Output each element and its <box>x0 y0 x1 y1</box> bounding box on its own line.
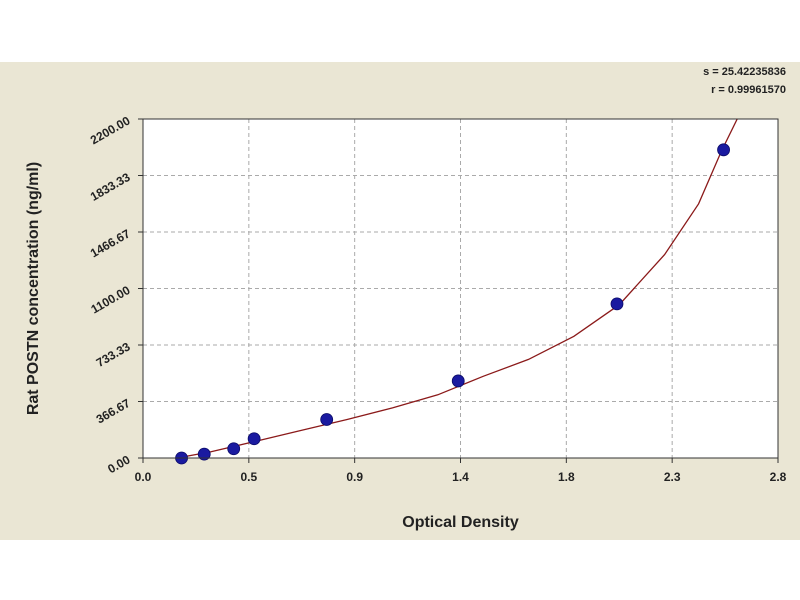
y-axis-label: Rat POSTN concentration (ng/ml) <box>25 162 42 415</box>
y-tick-label: 366.67 <box>94 396 133 427</box>
data-point <box>247 432 261 446</box>
fit-curve-layer <box>176 119 738 458</box>
y-tick-label: 1466.67 <box>88 226 133 260</box>
fit-curve <box>176 119 738 458</box>
x-tick-label: 2.8 <box>770 470 787 484</box>
x-tick-label: 2.3 <box>664 470 681 484</box>
x-tick-label: 1.8 <box>558 470 575 484</box>
y-tick-label: 733.33 <box>94 339 133 370</box>
data-point <box>197 447 211 461</box>
x-tick-label: 0.0 <box>135 470 152 484</box>
y-tick-label: 1833.33 <box>88 170 133 204</box>
chart-figure: 0.0 0.5 0.9 1.4 1.8 2.3 2.8 0.00 366.67 733.33 11… <box>0 62 800 540</box>
stat-s-value: s = 25.42235836 <box>703 66 786 78</box>
data-point <box>320 413 334 426</box>
data-point <box>227 442 241 456</box>
x-tick-label: 0.5 <box>240 470 257 484</box>
y-tick-label: 0.00 <box>105 452 133 476</box>
data-point <box>610 297 624 311</box>
chart-svg: 0.0 0.5 0.9 1.4 1.8 2.3 2.8 0.00 366.67 733.33 11… <box>25 66 787 531</box>
stat-r-value: r = 0.99961570 <box>711 84 786 96</box>
y-tick-label: 2200.00 <box>88 113 133 147</box>
x-tick-label: 1.4 <box>452 470 469 484</box>
y-tick-labels: 0.00 366.67 733.33 1100.00 1466.67 1833.33 220… <box>88 113 143 476</box>
x-tick-labels: 0.0 0.5 0.9 1.4 1.8 2.3 2.8 <box>135 458 787 484</box>
x-tick-label: 0.9 <box>346 470 363 484</box>
grid-lines <box>143 119 778 458</box>
data-point <box>717 143 730 157</box>
y-tick-label: 1100.00 <box>89 283 133 317</box>
data-point <box>451 374 465 388</box>
x-axis-label: Optical Density <box>402 514 519 531</box>
